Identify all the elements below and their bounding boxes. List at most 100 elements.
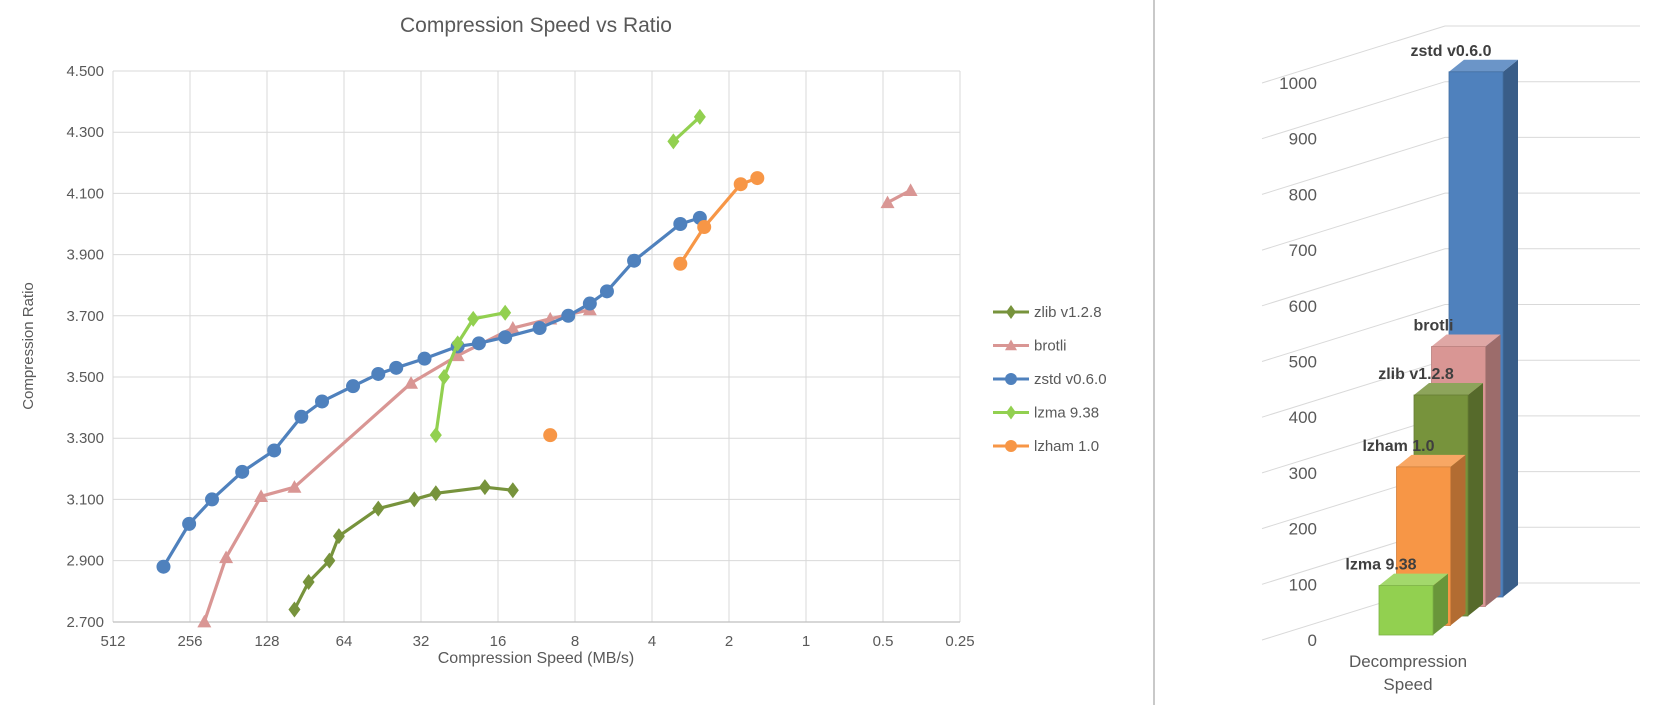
series-marker [197,614,212,628]
legend-marker [1005,339,1017,351]
bar-label: lzham 1.0 [1362,438,1434,455]
series-marker [205,492,220,507]
series-marker [582,296,597,311]
series-marker [323,552,336,569]
bar-gridline [1261,81,1640,140]
legend-label: zlib v1.2.8 [1034,304,1102,321]
series-marker [389,360,404,375]
series-marker [667,133,680,150]
series-marker [332,528,345,545]
bar-gridline [1261,136,1640,195]
legend-marker [1005,373,1017,385]
series-marker [693,108,706,125]
bar-top-face [1449,59,1518,72]
series-marker [451,335,464,352]
y-tick-label: 4.300 [66,124,104,141]
series-line-zlib-v1-2-8 [293,485,514,611]
series-marker [429,427,442,444]
series-marker [450,348,465,362]
bar-label: brotli [1414,318,1454,335]
decompression-speed-chart: 0 100 200 300 400 500 600 700 800 900 1000 zstd v0.… [1261,25,1640,650]
series-marker [599,284,614,299]
bar-side-face [1468,383,1483,616]
legend-label: lzham 1.0 [1034,438,1099,455]
series-marker [254,489,269,502]
series-marker [673,217,688,231]
series-line-zstd-v0-6-0 [162,216,701,568]
y-tick-label: 3.500 [66,369,104,386]
series-marker [471,336,486,351]
chart-divider [1153,0,1155,705]
series-marker [404,376,419,389]
bar-gridline [1261,192,1640,251]
series-marker [627,253,642,268]
y-tick-label: 3.700 [66,308,104,325]
series-marker [417,351,432,366]
series-marker [561,308,576,323]
legend-label: brotli [1034,338,1067,355]
x-tick-label: 64 [336,633,353,650]
bar-front-face [1378,585,1434,636]
series-marker [438,369,451,385]
x-tick-label: 8 [571,633,579,650]
speed-vs-ratio-chart: 4.500 4.300 4.100 3.900 3.700 3.500 3.300 3.100… [66,63,1107,650]
series-marker [733,177,748,192]
x-axis-title: Compression Speed (MB/s) [437,650,635,667]
legend-item: brotli [993,338,1067,355]
x-tick-label: 256 [177,633,202,650]
series-line-brotli [202,308,591,623]
series-marker [903,183,918,196]
legend-marker [1006,305,1016,319]
series-line-lzham-1-0 [678,176,758,265]
legend-item: lzma 9.38 [993,405,1099,422]
series-marker [346,379,361,394]
x-tick-label: 16 [490,633,507,650]
bar-top-face [1396,454,1466,467]
bar-y-tick-label: 400 [1289,408,1317,427]
series-marker [315,394,330,409]
x-tick-label: 4 [648,633,656,650]
y-tick-label: 2.700 [66,614,104,631]
series-marker [302,574,315,591]
x-tick-label: 32 [413,633,430,650]
series-marker [287,480,302,493]
x-tick-label: 2 [725,633,733,650]
series-marker [371,366,386,381]
series-marker [499,304,512,321]
legend-item: zstd v0.6.0 [993,371,1107,388]
y-tick-label: 3.900 [66,247,104,264]
x-tick-label: 128 [254,633,279,650]
y-tick-label: 4.500 [66,63,104,80]
bar-y-tick-label: 1000 [1279,74,1317,93]
series-marker [532,321,547,336]
bar-y-tick-label: 300 [1289,464,1317,483]
x-tick-label: 512 [100,633,125,650]
series-marker [673,256,688,271]
bar-label: lzma 9.38 [1345,557,1416,574]
bar-y-tick-label: 0 [1308,631,1317,650]
bar-top-face [1379,573,1448,586]
series-marker [429,485,442,502]
bar-side-face [1503,59,1518,598]
bar-side-face [1485,334,1501,607]
legend-item: lzham 1.0 [993,438,1099,455]
bar-y-tick-label: 600 [1289,297,1317,316]
series-marker [543,428,558,443]
x-tick-label: 1 [802,633,810,650]
bar-gridline [1261,248,1640,307]
legend-label: zstd v0.6.0 [1034,371,1107,388]
bar-side-face [1433,573,1448,635]
series-marker [467,310,480,327]
series-marker [372,500,385,517]
bar-y-tick-label: 100 [1289,575,1317,594]
series-marker [697,220,712,235]
series-marker [498,330,513,345]
x-tick-label: 0.5 [873,633,894,650]
bar-gridline [1261,304,1640,362]
bar-side-face [1450,454,1466,626]
legend-marker [1006,405,1016,420]
series-marker [219,550,234,564]
bar-category-label: Decompression Speed [1348,652,1468,694]
y-tick-label: 3.100 [66,491,104,508]
